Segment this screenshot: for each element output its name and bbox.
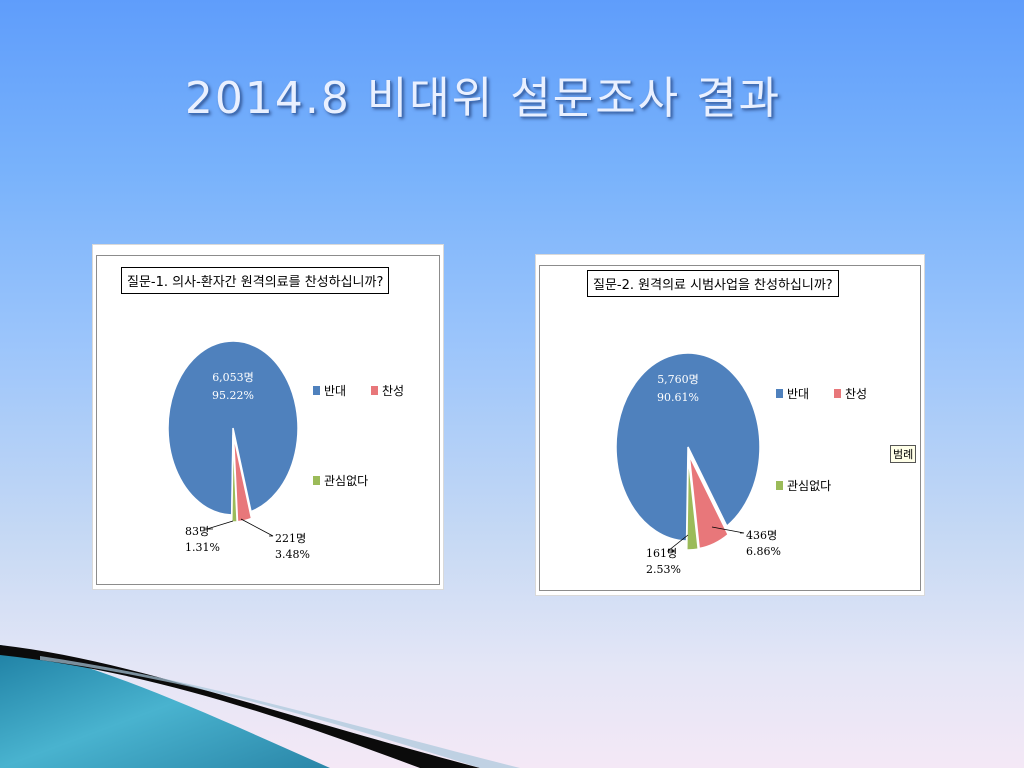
legend-label-반대: 반대 [787, 387, 809, 401]
data-label-count-찬성: 436명 [746, 529, 777, 542]
legend-swatch-관심없다 [776, 481, 783, 490]
slide-title: 2014.8 비대위 설문조사 결과 [184, 73, 782, 124]
legend-swatch-찬성 [371, 386, 378, 395]
legend-label-관심없다: 관심없다 [787, 479, 831, 493]
legend-label-찬성: 찬성 [382, 383, 404, 398]
data-label-percent-반대: 90.61% [657, 391, 699, 404]
legend-swatch-반대 [313, 386, 320, 395]
legend-label-반대: 반대 [324, 384, 346, 398]
chart-title-q1: 질문-1. 의사-환자간 원격의료를 찬성하십니까? [121, 267, 390, 294]
pie-slice-관심없다 [230, 434, 238, 523]
legend-label-관심없다: 관심없다 [324, 474, 368, 488]
chart-title-q2: 질문-2. 원격의료 시범사업을 찬성하십니까? [587, 270, 839, 297]
data-label-percent-찬성: 3.48% [275, 548, 310, 561]
pie-slice-관심없다 [686, 455, 700, 551]
legend-swatch-관심없다 [313, 476, 320, 485]
data-label-percent-관심없다: 1.31% [185, 541, 220, 554]
pie-slice-반대 [615, 352, 761, 542]
leader-line-관심없다 [206, 520, 234, 530]
legend-swatch-찬성 [834, 389, 841, 398]
leader-line-찬성 [711, 526, 745, 534]
data-label-count-반대: 6,053명 [212, 371, 254, 384]
data-label-percent-관심없다: 2.53% [646, 563, 681, 576]
leader-line-관심없다 [666, 534, 689, 552]
chart-panel-q1: 질문-1. 의사-환자간 원격의료를 찬성하십니까? 6,053명 95.22% 2… [92, 244, 444, 590]
chart-panel-q2: 질문-2. 원격의료 시범사업을 찬성하십니까? 5,760명 90.61% 436… [535, 254, 925, 596]
leader-line-찬성 [240, 518, 274, 537]
data-label-count-반대: 5,760명 [657, 373, 699, 386]
decorative-swoosh [0, 645, 520, 768]
data-label-count-관심없다: 161명 [646, 547, 677, 560]
legend-label-찬성: 찬성 [845, 386, 867, 401]
data-label-percent-찬성: 6.86% [746, 545, 781, 558]
legend-tooltip: 범례 [890, 445, 917, 463]
pie-slice-찬성 [688, 455, 730, 550]
pie-slice-반대 [167, 340, 299, 516]
legend-swatch-반대 [776, 389, 783, 398]
data-label-count-찬성: 221명 [275, 532, 306, 545]
data-label-count-관심없다: 83명 [185, 525, 209, 538]
data-label-percent-반대: 95.22% [212, 389, 254, 402]
